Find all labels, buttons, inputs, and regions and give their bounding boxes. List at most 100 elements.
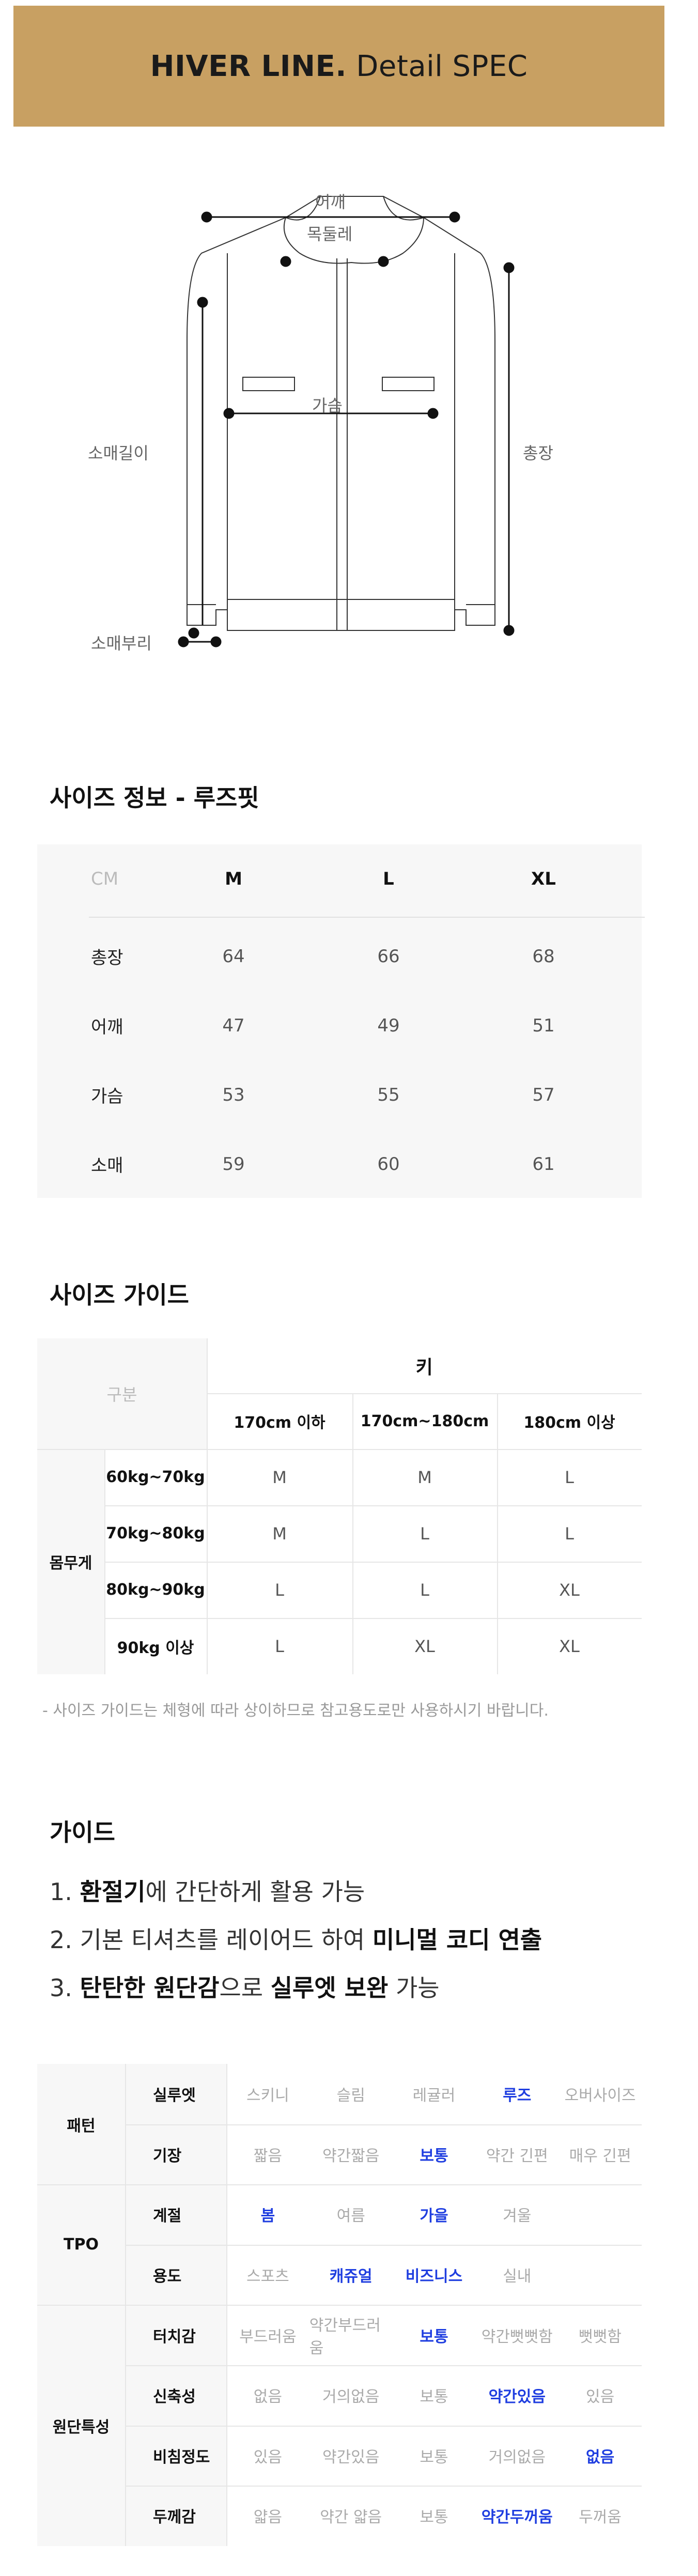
height-col-header: 180cm 이상 [523, 1414, 615, 1432]
feature-row-label: 비침정도 [153, 2448, 210, 2466]
feature-option-selected: 봄 [260, 2207, 275, 2226]
feature-option-selected: 가을 [420, 2207, 448, 2226]
size-guide-cell: XL [414, 1636, 435, 1656]
size-guide-cell: L [565, 1523, 574, 1544]
feature-option-selected: 루즈 [503, 2087, 532, 2105]
size-info-table: CM M L XL 총장 64 66 68 어깨 47 49 51 가슴 53 … [37, 844, 645, 1198]
size-unit-header: CM [91, 868, 119, 889]
feature-option: 얇음 [253, 2508, 282, 2527]
jacket-measurement-diagram: 어깨 목둘레 가슴 소매길이 총장 소매부리 [0, 176, 698, 692]
feature-option: 스포츠 [246, 2268, 289, 2286]
size-table-header-row: CM M L XL [37, 844, 642, 913]
feature-row-label: 실루엣 [153, 2087, 196, 2105]
guide-item: 2. 기본 티셔츠를 레이어드 하여 미니멀 코디 연출 [50, 1921, 542, 1969]
feature-option-selected: 보통 [420, 2327, 448, 2346]
size-value-cell: 55 [377, 1084, 400, 1105]
feature-option: 실내 [503, 2268, 532, 2286]
grid-line [125, 2486, 642, 2487]
weight-row-label: 80kg~90kg [106, 1581, 205, 1599]
feature-option-selected: 약간두꺼움 [481, 2508, 553, 2527]
fabric-feature-table: 패턴 TPO 원단특성 실루엣 스키니 슬림 레귤러 루즈 오버사이즈 기장 짧음 약간짧음 보통 약간 … [37, 2064, 642, 2546]
grid-line [37, 1449, 642, 1450]
feature-option: 없음 [253, 2388, 282, 2407]
grid-line [125, 2184, 642, 2186]
size-value-cell: 60 [377, 1153, 400, 1175]
feature-option: 보통 [420, 2388, 448, 2407]
feature-group-label: 패턴 [67, 2117, 96, 2135]
label-cuff: 소매부리 [91, 634, 152, 653]
grid-line [125, 2305, 642, 2306]
feature-option-selected: 캐쥬얼 [329, 2268, 373, 2286]
feature-option-selected: 없음 [585, 2448, 615, 2466]
label-sleeve-length: 소매길이 [88, 443, 149, 463]
grid-line [125, 2244, 642, 2246]
feature-option: 겨울 [503, 2207, 532, 2226]
guide-item: 3. 탄탄한 원단감으로 실루엣 보완 가능 [50, 1969, 542, 2017]
brand-name: HIVER LINE. [150, 49, 347, 83]
size-col-header: M [225, 868, 242, 889]
feature-option: 약간있음 [322, 2448, 380, 2466]
guide-emphasis: 실루엣 보완 [270, 1974, 389, 2002]
guide-item-number: 3. [50, 1974, 72, 2002]
grid-line [104, 1618, 642, 1619]
weight-row-label: 90kg 이상 [117, 1639, 194, 1657]
size-guide-cell: M [272, 1523, 287, 1544]
size-guide-cell: L [275, 1580, 284, 1600]
size-value-cell: 66 [377, 946, 400, 967]
size-guide-cell: XL [559, 1580, 580, 1600]
guide-emphasis: 탄탄한 원단감 [80, 1974, 220, 2002]
guide-list: 1. 환절기에 간단하게 활용 가능 2. 기본 티셔츠를 레이어드 하여 미니… [50, 1873, 542, 2017]
guide-text: 으로 [219, 1974, 271, 2002]
feature-option: 약간 긴편 [486, 2147, 548, 2165]
guide-item-number: 1. [50, 1878, 72, 1906]
guide-text: 기본 티셔츠를 레이어드 하여 [80, 1926, 373, 1954]
weight-row-label: 60kg~70kg [106, 1468, 205, 1486]
guide-text: 가능 [388, 1974, 440, 2002]
size-guide-cell: L [275, 1636, 284, 1656]
size-table-row: 총장 64 66 68 [37, 922, 642, 991]
feature-option: 매우 긴편 [569, 2147, 631, 2165]
feature-option: 오버사이즈 [564, 2087, 636, 2105]
feature-option: 있음 [585, 2388, 615, 2407]
size-value-cell: 47 [222, 1015, 245, 1036]
banner-subtitle: Detail SPEC [356, 49, 528, 83]
grid-line [125, 2365, 642, 2366]
feature-option: 약간짧음 [322, 2147, 380, 2165]
feature-row-label: 기장 [153, 2147, 182, 2165]
size-value-cell: 53 [222, 1084, 245, 1105]
size-guide-note: - 사이즈 가이드는 체형에 따라 상이하므로 참고용도로만 사용하시기 바랍니… [42, 1702, 549, 1720]
label-neck: 목둘레 [307, 224, 353, 244]
size-guide-cell: L [420, 1523, 429, 1544]
size-value-cell: 49 [377, 1015, 400, 1036]
grid-line [125, 2064, 126, 2546]
feature-option: 스키니 [246, 2087, 289, 2105]
grid-line [497, 1393, 498, 1674]
banner-title: HIVER LINE. Detail SPEC [150, 50, 528, 83]
feature-option: 거의없음 [488, 2448, 546, 2466]
grid-line [125, 2425, 642, 2427]
feature-option: 레귤러 [412, 2087, 456, 2105]
size-guide-corner: 구분 [106, 1385, 137, 1405]
guide-emphasis: 미니멀 코디 연출 [372, 1926, 542, 1954]
size-guide-table: 구분 키 170cm 이하 170cm~180cm 180cm 이상 몸무게 6… [37, 1338, 642, 1674]
size-table-divider [89, 917, 645, 918]
title-banner: HIVER LINE. Detail SPEC [13, 6, 664, 127]
grid-line [104, 1505, 642, 1506]
feature-option-selected: 보통 [420, 2147, 448, 2165]
feature-group-label: 원단특성 [52, 2418, 110, 2436]
feature-option: 뻣뻣함 [579, 2327, 622, 2346]
height-header: 키 [415, 1357, 433, 1378]
label-total-length: 총장 [523, 443, 553, 463]
size-value-cell: 51 [532, 1015, 555, 1036]
size-value-cell: 64 [222, 946, 245, 967]
feature-option: 보통 [420, 2448, 448, 2466]
size-guide-cell: M [272, 1467, 287, 1487]
size-row-label: 어깨 [91, 1017, 123, 1038]
feature-option: 거의없음 [322, 2388, 380, 2407]
feature-option-selected: 약간있음 [488, 2388, 546, 2407]
guide-emphasis: 환절기 [80, 1878, 146, 1906]
grid-line [207, 1338, 208, 1674]
size-row-label: 총장 [91, 948, 123, 968]
feature-option: 보통 [420, 2508, 448, 2527]
weight-header: 몸무게 [49, 1554, 92, 1572]
